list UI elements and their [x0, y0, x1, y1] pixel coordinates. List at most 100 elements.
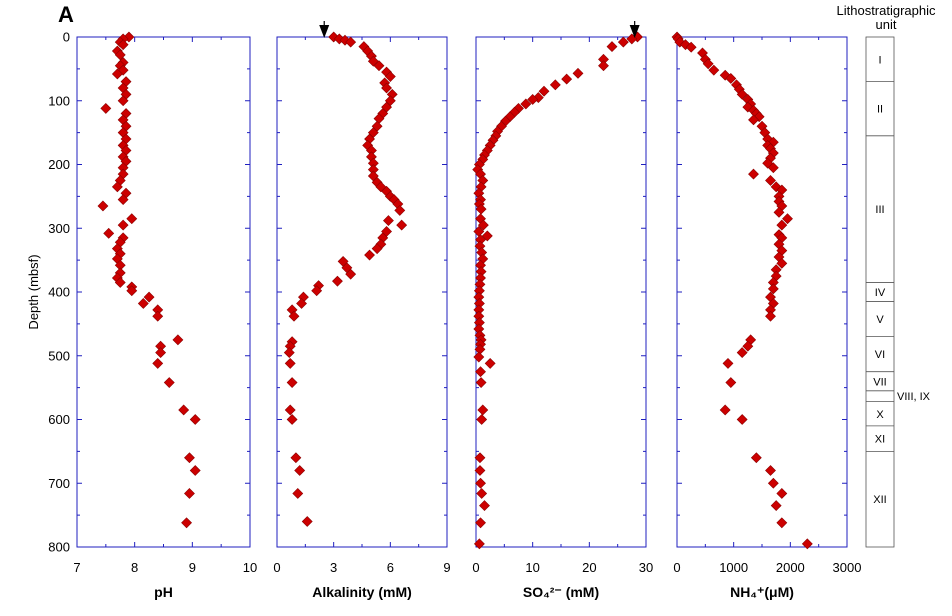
data-point — [527, 94, 539, 105]
data-point — [111, 181, 123, 193]
y-tick-label: 300 — [48, 221, 70, 236]
y-tick-label: 0 — [63, 30, 70, 45]
data-point — [484, 357, 496, 369]
data-point — [750, 452, 762, 464]
data-point — [345, 268, 357, 280]
data-point — [479, 500, 490, 511]
data-point — [767, 477, 779, 489]
seawater-arrow-icon — [629, 25, 640, 38]
x-tick-label: 10 — [525, 560, 539, 575]
data-point — [475, 477, 486, 489]
data-point — [481, 230, 493, 242]
unit-label: V — [876, 314, 884, 326]
y-tick-label: 700 — [48, 476, 70, 491]
data-point — [126, 285, 138, 297]
data-point — [288, 310, 300, 322]
data-point — [765, 310, 776, 322]
x-tick-label: 2000 — [776, 560, 805, 575]
data-point — [606, 41, 618, 52]
data-point — [155, 347, 167, 358]
plot-frame — [76, 36, 251, 548]
data-point — [117, 95, 129, 107]
data-point — [371, 243, 383, 255]
panel-3: 0 10 20 30 SO₄²⁻ (mM) — [472, 21, 653, 600]
data-point — [572, 67, 584, 79]
data-point — [473, 351, 485, 363]
data-point — [477, 219, 489, 231]
y-tick-label: 800 — [48, 540, 70, 555]
data-point — [117, 194, 129, 205]
data-point — [598, 60, 609, 72]
x-tick-label: 9 — [189, 560, 196, 575]
x-axis-title: pH — [154, 584, 173, 600]
data-point — [283, 347, 295, 358]
data-point — [117, 219, 129, 231]
data-point — [561, 73, 573, 85]
x-tick-label: 0 — [673, 560, 680, 575]
data-point — [685, 41, 697, 53]
data-point — [474, 452, 486, 464]
x-axis-title: NH₄⁺(μM) — [730, 584, 794, 600]
data-point — [538, 85, 550, 97]
data-point — [301, 516, 313, 527]
seawater-arrow-icon — [319, 25, 330, 38]
plot-frame — [475, 36, 647, 548]
data-point — [742, 340, 754, 352]
y-axis-title: Depth (mbsf) — [26, 254, 41, 329]
data-point — [776, 517, 788, 529]
unit-label: XI — [875, 434, 885, 446]
x-tick-label: 7 — [73, 560, 80, 575]
data-point — [332, 275, 343, 287]
data-point — [474, 465, 486, 476]
data-point — [290, 452, 302, 464]
data-point — [725, 377, 737, 388]
data-point — [702, 58, 714, 70]
x-tick-label: 8 — [131, 560, 138, 575]
data-point — [765, 465, 776, 476]
data-point — [383, 215, 394, 227]
data-point — [477, 404, 489, 416]
unit-label: VIII, IX — [897, 391, 931, 403]
data-point — [345, 36, 357, 48]
y-tick-label: 500 — [48, 348, 70, 363]
data-point — [292, 488, 304, 499]
y-tick-label: 600 — [48, 412, 70, 427]
data-point — [103, 227, 115, 239]
data-point — [396, 219, 408, 231]
data-point — [143, 291, 155, 303]
data-point — [736, 88, 748, 100]
data-point — [776, 257, 788, 269]
data-point — [708, 64, 720, 76]
data-point — [296, 298, 307, 309]
data-point — [117, 39, 129, 51]
unit-label: VI — [875, 349, 885, 361]
data-point — [520, 98, 532, 110]
data-point — [765, 175, 776, 186]
y-tick-label: 400 — [48, 285, 70, 300]
data-point — [100, 102, 112, 114]
data-point — [719, 404, 731, 416]
data-point — [286, 377, 298, 388]
data-point — [770, 500, 782, 511]
data-point — [381, 82, 392, 94]
unit-label: III — [875, 204, 884, 216]
data-point — [172, 334, 184, 346]
data-point — [473, 538, 485, 550]
data-point — [475, 366, 486, 378]
data-point — [475, 377, 487, 388]
data-point — [801, 538, 813, 550]
data-point — [748, 114, 759, 126]
data-point — [725, 73, 737, 84]
data-point — [114, 277, 126, 288]
data-point — [722, 357, 734, 369]
data-point — [475, 517, 486, 529]
data-point — [549, 79, 561, 91]
x-tick-label: 9 — [443, 560, 450, 575]
data-point — [163, 377, 175, 388]
plot-frame — [676, 36, 848, 548]
data-point — [476, 488, 488, 499]
x-tick-label: 0 — [472, 560, 479, 575]
data-point — [184, 488, 195, 499]
